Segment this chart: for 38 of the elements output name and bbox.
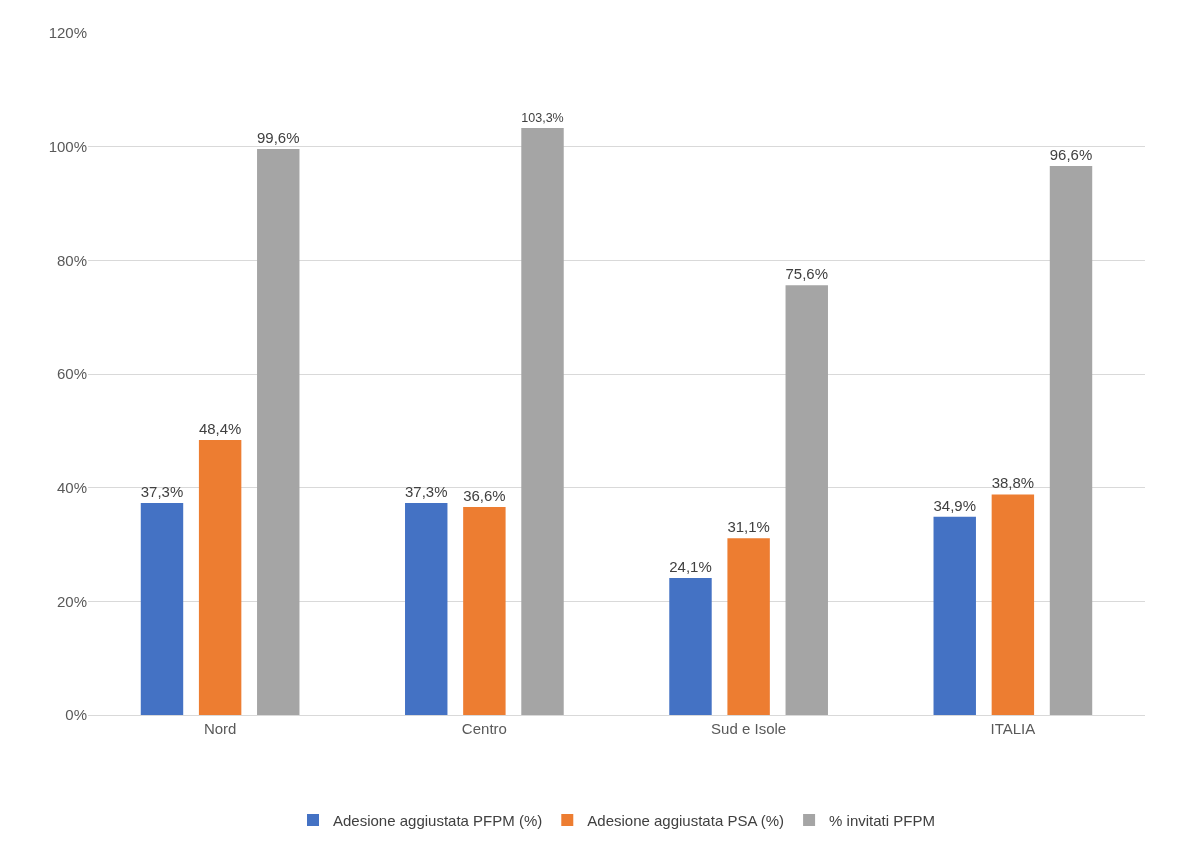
x-tick-label: ITALIA xyxy=(990,720,1036,737)
y-tick-label: 0% xyxy=(65,706,87,724)
bar xyxy=(1049,165,1093,715)
legend-label: % invitati PFPM xyxy=(829,811,935,829)
bar xyxy=(140,503,184,715)
data-label: 34,9% xyxy=(933,496,976,514)
data-label: 37,3% xyxy=(140,483,184,501)
legend-label: Adesione aggiustata PFPM (%) xyxy=(333,811,543,829)
bar xyxy=(463,506,506,715)
data-label: 36,6% xyxy=(463,487,506,504)
data-label: 103,3% xyxy=(521,111,564,126)
legend-label: Adesione aggiustata PSA (%) xyxy=(587,811,785,829)
bar xyxy=(257,148,300,715)
y-tick-label: 100% xyxy=(48,137,87,155)
data-label: 37,3% xyxy=(405,483,448,501)
y-tick-label: 60% xyxy=(56,365,87,383)
y-tick-label: 120% xyxy=(48,24,87,42)
y-tick-label: 20% xyxy=(56,592,87,610)
x-tick-label: Sud e Isole xyxy=(711,720,787,737)
y-tick-label: 40% xyxy=(56,478,87,496)
data-label: 96,6% xyxy=(1049,146,1093,163)
data-label: 75,6% xyxy=(785,265,828,283)
y-tick-label: 80% xyxy=(56,251,87,269)
bar xyxy=(405,503,448,715)
data-label: 31,1% xyxy=(727,518,770,536)
data-label: 24,1% xyxy=(669,558,712,576)
data-label: 38,8% xyxy=(991,474,1035,492)
x-tick-label: Centro xyxy=(461,720,507,737)
x-tick-label: Nord xyxy=(203,720,237,737)
bar xyxy=(727,538,770,715)
bar xyxy=(198,439,242,715)
bar xyxy=(933,516,976,715)
bar xyxy=(785,285,828,715)
bar xyxy=(669,578,712,715)
data-label: 99,6% xyxy=(257,128,300,146)
bar xyxy=(991,494,1035,715)
data-label: 48,4% xyxy=(198,419,242,437)
bar xyxy=(521,127,564,715)
